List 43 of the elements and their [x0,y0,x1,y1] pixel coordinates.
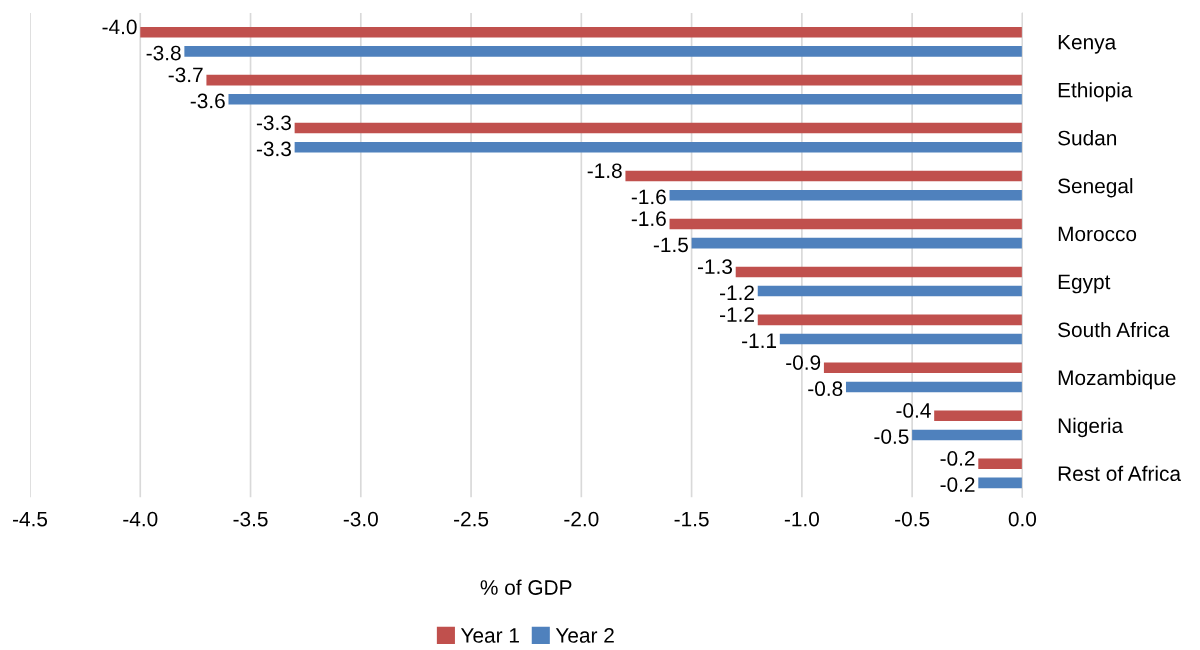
data-label: -3.3 [256,115,291,131]
data-label: -0.5 [874,429,909,444]
x-tick-label: -3.0 [343,511,378,527]
x-tick-label: 0.0 [1008,511,1037,527]
y-tick-label: Ethiopia [1058,82,1133,102]
y-tick-label: Mozambique [1058,369,1176,390]
data-label: -1.6 [631,211,666,227]
x-tick-label: -4.0 [123,511,158,527]
data-label: -1.1 [742,333,777,348]
data-label: -3.6 [190,93,225,109]
data-label: -0.4 [896,403,931,418]
x-tick-label: -1.0 [784,511,819,527]
data-label: -1.2 [720,307,754,322]
data-label: -3.3 [256,141,291,157]
y-tick-label: Senegal [1058,178,1133,198]
x-tick-label: -4.5 [12,511,48,527]
x-tick-label: -2.0 [564,511,599,527]
y-tick-label: Egypt [1058,274,1111,294]
data-label: -0.2 [940,477,975,492]
y-tick-label: Nigeria [1058,417,1124,438]
data-label: -1.6 [631,189,666,205]
data-label: -0.8 [808,381,843,397]
legend-label: Year 2 [555,628,614,643]
data-label: -1.8 [587,163,622,179]
y-tick-label: Kenya [1058,34,1117,54]
data-label: -1.5 [653,237,688,253]
data-label: -4.0 [102,19,137,35]
y-tick-label: South Africa [1058,321,1170,338]
data-label: -0.9 [786,355,821,370]
y-tick-label: Sudan [1058,130,1117,146]
data-label: -0.2 [940,451,975,466]
legend-label: Year 1 [460,628,519,643]
y-tick-label: Rest of Africa [1058,465,1182,482]
x-tick-label: -3.5 [233,511,268,527]
y-tick-label: Morocco [1058,226,1137,242]
data-label: -3.8 [146,45,181,61]
data-label: -1.3 [697,259,733,275]
data-label: -1.2 [720,285,754,300]
x-tick-label: -0.5 [895,511,930,527]
x-tick-label: -1.5 [674,511,709,527]
x-tick-label: -2.5 [454,511,489,527]
x-axis-title: % of GDP [480,579,572,595]
data-label: -3.7 [168,67,203,83]
